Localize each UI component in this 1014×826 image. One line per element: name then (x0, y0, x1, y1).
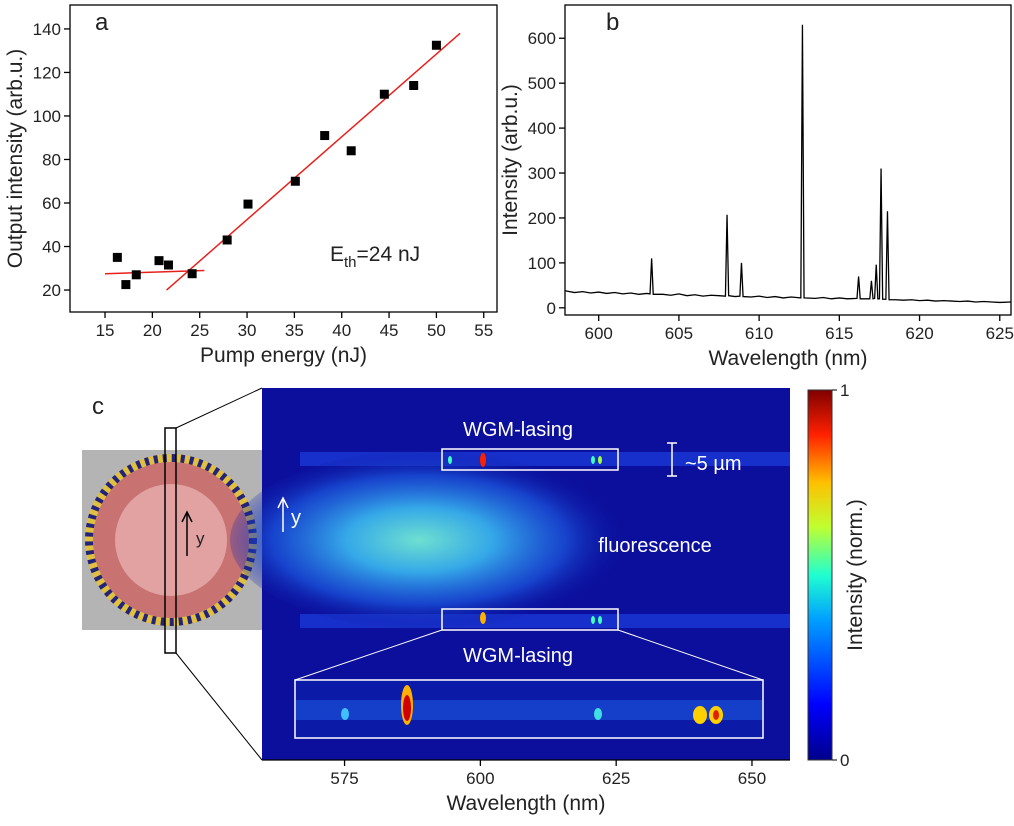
data-point (113, 253, 122, 262)
annotation: y (291, 507, 301, 529)
panel-letter: a (95, 9, 109, 36)
data-point (164, 261, 173, 270)
y-axis-label: Intensity (arb.u.) (499, 84, 522, 236)
x-tick-label: 605 (665, 324, 693, 343)
x-tick-label: 600 (466, 769, 494, 788)
x-tick-label: 55 (474, 321, 493, 340)
y-tick-label: 200 (528, 209, 556, 228)
data-point (121, 280, 130, 289)
data-point (409, 81, 418, 90)
panel-letter: c (92, 393, 104, 420)
x-tick-label: 610 (745, 324, 773, 343)
y-tick-label: 400 (528, 119, 556, 138)
x-tick-label: 620 (905, 324, 933, 343)
data-point (132, 270, 141, 279)
x-tick-label: 20 (143, 321, 162, 340)
x-tick-label: 650 (738, 769, 766, 788)
panel-letter: b (606, 9, 619, 36)
x-axis-label: Wavelength (nm) (446, 792, 605, 815)
y-tick-label: 600 (528, 29, 556, 48)
data-point (154, 256, 163, 265)
x-tick-label: 50 (427, 321, 446, 340)
x-tick-label: 40 (332, 321, 351, 340)
x-tick-label: 45 (380, 321, 399, 340)
annotation: Eth=24 nJ (330, 243, 420, 271)
x-axis-label: Pump energy (nJ) (200, 344, 367, 367)
annotation: WGM-lasing (463, 645, 573, 667)
spectral-image (230, 388, 790, 760)
x-tick-label: 30 (238, 321, 257, 340)
annotation: y (196, 529, 205, 548)
colorbar-tick-label: 0 (840, 751, 849, 770)
y-tick-label: 500 (528, 74, 556, 93)
y-tick-label: 40 (42, 238, 61, 257)
annotation: ~5 µm (685, 453, 742, 475)
y-tick-label: 80 (42, 150, 61, 169)
x-tick-label: 615 (825, 324, 853, 343)
colorbar (808, 390, 832, 760)
resonator-image (82, 388, 262, 760)
y-tick-label: 60 (42, 194, 61, 213)
data-point (320, 131, 329, 140)
data-point (188, 269, 197, 278)
plot-frame (70, 5, 497, 312)
page: {"chart_data": [ {"type": "scatter", "pa… (0, 0, 1014, 826)
colorbar-label: Intensity (norm.) (844, 499, 867, 651)
y-tick-label: 300 (528, 164, 556, 183)
plot-frame (565, 5, 1011, 315)
data-point (243, 200, 252, 209)
annotation: WGM-lasing (463, 419, 573, 441)
y-tick-label: 140 (33, 20, 61, 39)
annotation: fluorescence (598, 535, 711, 557)
y-tick-label: 20 (42, 281, 61, 300)
x-tick-label: 35 (285, 321, 304, 340)
x-tick-label: 15 (96, 321, 115, 340)
x-tick-label: 575 (330, 769, 358, 788)
spectrum-line (565, 25, 1011, 303)
x-tick-label: 25 (190, 321, 209, 340)
data-point (432, 41, 441, 50)
y-tick-label: 100 (528, 254, 556, 273)
colorbar-tick-label: 1 (840, 381, 849, 400)
y-tick-label: 120 (33, 63, 61, 82)
annotation-part: E (330, 243, 344, 266)
y-tick-label: 100 (33, 107, 61, 126)
figure: y WGM-lasing WGM-lasing ~5 µm fluorescen… (0, 0, 1014, 826)
x-tick-label: 625 (602, 769, 630, 788)
data-point (291, 177, 300, 186)
x-axis-label: Wavelength (nm) (708, 347, 867, 370)
data-point (380, 90, 389, 99)
annotation-part: =24 nJ (357, 243, 421, 266)
annotation-part: th (344, 254, 357, 271)
x-tick-label: 600 (585, 324, 613, 343)
y-tick-label: 0 (547, 299, 556, 318)
data-point (223, 235, 232, 244)
data-point (347, 146, 356, 155)
y-axis-label: Output intensity (arb.u.) (4, 49, 27, 268)
x-tick-label: 625 (986, 324, 1014, 343)
